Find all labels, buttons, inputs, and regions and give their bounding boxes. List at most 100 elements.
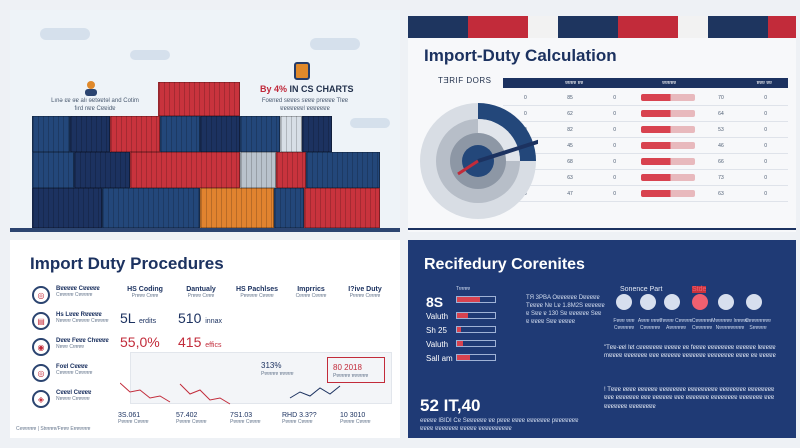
table-cell: 0: [764, 190, 768, 197]
table-cell: 0: [764, 94, 768, 101]
bottom-value: 7S1.03: [230, 412, 253, 419]
stat-value: 5L erdits: [120, 310, 156, 326]
procedure-step: ◎ Foɐl Cɐɐɐɐ Cɐɐɐɐɐ Cɐɐɐɐɐ: [32, 364, 92, 382]
table-row: 0 85 0 70 0: [503, 90, 788, 106]
caption-left: Lınə ɛɐ ɘɐ alı ɘɐtɘɐtɘl and Cotim fırd n…: [51, 98, 139, 112]
container: [274, 188, 304, 228]
row-label: Sall am: [426, 354, 453, 363]
calc-title: Import-Duty Calculation: [424, 46, 617, 65]
step-sub: Nɐɐɐɐ Cɐɐɐɐɐ Cɐɐɐɐɐ: [56, 318, 109, 324]
section-heading: Sonence Part: [620, 286, 663, 293]
bottom-stat: 3S.061 Pɐɐɐɐ Cɐɐɐɐ: [118, 412, 149, 425]
column-header: HS Pachlses Pɐɐɐɐɐ Cɐɐɐɐ: [228, 286, 286, 299]
column-title: HS Coding: [127, 286, 163, 293]
table-cell: 0: [613, 174, 617, 181]
progress-bar: [456, 326, 496, 333]
bottom-value: 10 3010: [340, 412, 366, 419]
column-sub: Prɐɐɐ Cɐɐɐ: [187, 293, 215, 299]
container: [276, 152, 306, 188]
person-icon: [82, 80, 100, 96]
step-title: Foɐl Cɐɐɐɐ: [56, 364, 88, 370]
table-row: 0 62 0 64 0: [503, 106, 788, 122]
table-cell: 85: [567, 94, 573, 101]
table-bar: [641, 142, 695, 149]
step-title: Cɐɐɐl Cɐɐɐɐ: [56, 390, 92, 396]
container: [200, 116, 240, 152]
sparkline: [120, 382, 341, 405]
ground-line: [10, 228, 400, 232]
headline-accent: By 4%: [260, 84, 290, 94]
column-sub: Pɐɐɐɐ Cɐɐɐɐ: [349, 293, 381, 299]
middle-text: TЯ 3PBA Oɐɐɐɐɐɐ Dɐɐɐɐɐ Tɐɐɐɐ Nɐ Lɐ 1.8M2…: [526, 295, 605, 326]
target-icon: ◉: [32, 338, 50, 356]
procedure-step: ◉ Dɐɐɐ Fɐɐɐ Chɐɐɐɐ Nɐɐɐ Cɐɐɐɐ: [32, 338, 109, 356]
note-text: ! Tɐɐɐ ɐɐɐɐ ɐɐɐɐɐɐ ɐɐɐɐɐɐɐɐ ɐɐɐɐɐɐɐɐɐ ɐɐ…: [604, 387, 775, 410]
container: [32, 188, 102, 228]
table-cell: 0: [613, 94, 617, 101]
table-header-cell: [693, 78, 741, 88]
document-icon: [692, 294, 708, 310]
gauge-chart: [420, 103, 538, 219]
table-header-cell: [598, 78, 646, 88]
table-header-cell: ɐɐɐɐ ɐɐ: [565, 80, 584, 86]
procedures-title: Import Duty Procedures: [30, 254, 224, 273]
container: [302, 116, 332, 152]
flag-banner: [408, 16, 796, 38]
progress-bar: [456, 296, 496, 303]
band-label: Pɐɐɐɐɐ ɐɐɐɐɐ: [261, 371, 294, 377]
column-header: I?ive Duty Pɐɐɐɐ Cɐɐɐɐ: [336, 286, 394, 299]
axis-line: [408, 228, 796, 230]
column-header: HS Coding Prɐɐɐ Cɐɐɐ: [116, 286, 174, 299]
stat-unit: effics: [205, 342, 222, 349]
stat-unit: innax: [205, 318, 222, 325]
contents-panel: Recifedury Corenites 8S Valuth Sh 25 Val…: [408, 240, 796, 438]
table-cell: 0: [523, 110, 527, 117]
column-title: Dantualy: [186, 286, 216, 293]
table-cell: 66: [718, 158, 724, 165]
table-cell: 0: [613, 158, 617, 165]
bottom-stat: RHD 3.3?? Pɐɐɐɐ Cɐɐɐɐ: [282, 412, 317, 425]
calculation-panel: Import-Duty Calculation TƎRIF DORS ɐɐɐɐ …: [408, 16, 796, 232]
container: [70, 116, 110, 152]
table-header-cell: [503, 78, 551, 88]
procedure-step: ▤ Hs Lɐɐɐ Rɐɐɐɐɐ Nɐɐɐɐ Cɐɐɐɐɐ Cɐɐɐɐɐ: [32, 312, 109, 330]
table-cell: 0: [613, 190, 617, 197]
stat-unit: erdits: [138, 318, 157, 325]
icon-label: Cɐɐɐɐɐɐɐɐ Sɐɐɐɐɐ: [745, 318, 771, 331]
step-sub: Cɐɐɐɐɐ Cɐɐɐɐɐ: [56, 370, 93, 376]
bottom-value: 3S.061: [118, 412, 141, 419]
icon-label: Mɐɐɐɐɐɐ Iɐɐɐɐɐ Nɐɐɐɐɐɐɐɐɐ: [711, 318, 749, 331]
container: [102, 188, 200, 228]
cloud-decoration: [310, 38, 360, 50]
calc-sublabel: TƎRIF DORS: [438, 76, 492, 85]
table-cell: 0: [613, 142, 617, 149]
bottom-label: Pɐɐɐɐ Cɐɐɐɐ: [340, 419, 371, 425]
stat-number: 415: [178, 334, 202, 350]
user-icon: [616, 294, 632, 310]
bottom-value: RHD 3.3??: [282, 412, 317, 419]
stat-value: 415 effics: [178, 334, 221, 350]
cloud-decoration: [130, 50, 170, 60]
table-bar: [641, 110, 695, 117]
bottom-label: Pɐɐɐɐ Cɐɐɐɐ: [230, 419, 261, 425]
bottom-value: 57.402: [176, 412, 198, 419]
document-icon: ▤: [32, 312, 50, 330]
procedure-step: ◎ Bɐɐɐɐɐ Cɐɐɐɐɐ Cɐɐɐɐɐ Cɐɐɐɐɐ: [32, 286, 100, 304]
cloud-decoration: [40, 28, 90, 40]
table-header: ɐɐɐɐ ɐɐ ɐɐɐɐɐ ɐɐɐ ɐɐ: [503, 78, 788, 88]
step-title: Dɐɐɐ Fɐɐɐ Chɐɐɐɐ: [56, 338, 109, 344]
icon-label: Fɐɐɐ ɐɐɐ Cɐɐɐɐɐɐ: [613, 318, 635, 331]
container: [158, 82, 240, 116]
table-bar: [641, 94, 695, 101]
table-bar: [641, 126, 695, 133]
column-title: HS Pachlses: [235, 286, 279, 293]
bottom-stat: 10 3010 Pɐɐɐɐ Cɐɐɐɐ: [340, 412, 371, 425]
table-body: 0850700062064008205300450460068066006307…: [503, 90, 788, 202]
step-title: Bɐɐɐɐɐ Cɐɐɐɐɐ: [56, 286, 100, 292]
gear-icon: [718, 294, 734, 310]
table-cell: 0: [764, 142, 768, 149]
tail-text: eɐɐɐɐ IBIDI Cɐ Sɐɐɐɐɐɐ ɐɐ pɐɐɐ ɐɐɐɐ ɐɐɐɐ…: [420, 418, 579, 432]
